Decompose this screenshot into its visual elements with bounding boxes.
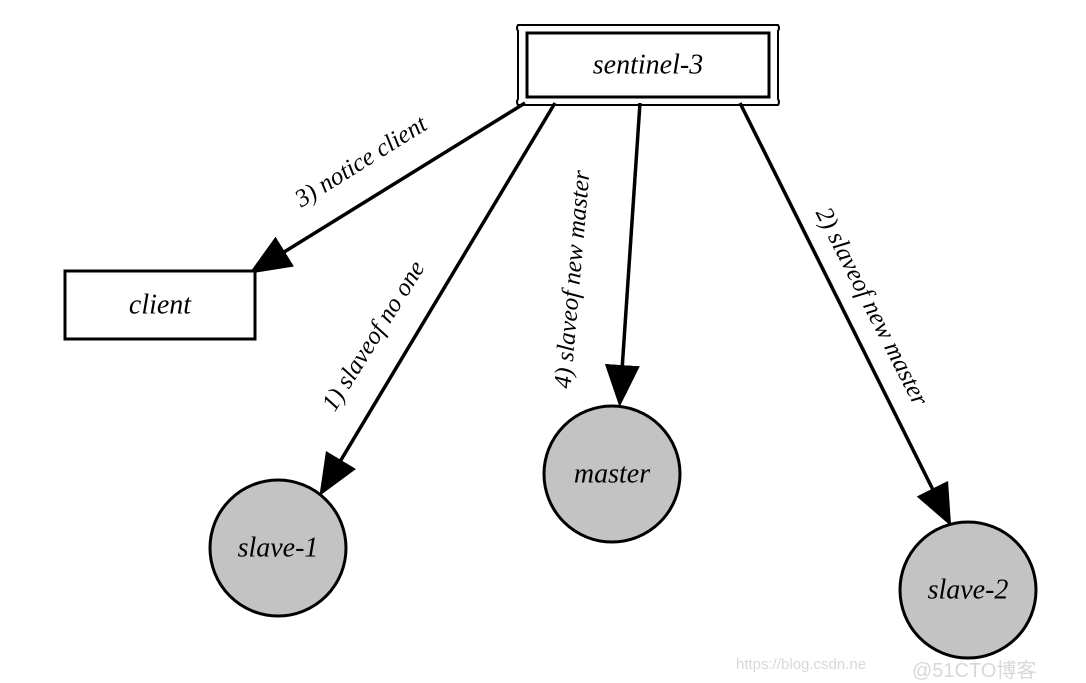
edge-label-slaveof-new-master-master: 4) slaveof new master [550, 169, 596, 390]
node-sentinel: sentinel-3 [517, 25, 779, 105]
edge-label-slaveof-new-master-slave2: 2) slaveof new master [810, 203, 933, 410]
node-master: master [544, 406, 680, 542]
node-label-slave1: slave-1 [238, 533, 319, 564]
node-label-sentinel: sentinel-3 [593, 50, 703, 81]
node-slave2: slave-2 [900, 522, 1036, 658]
failover-diagram: 3) notice client 1) slaveof no one 4) sl… [0, 0, 1086, 682]
node-label-master: master [574, 459, 650, 490]
node-slave1: slave-1 [210, 480, 346, 616]
node-label-slave2: slave-2 [928, 575, 1009, 606]
edge-label-notice-client: 3) notice client [289, 110, 432, 213]
edge-slaveof-new-master-slave2 [740, 103, 948, 520]
node-client: client [65, 271, 255, 339]
node-label-client: client [129, 290, 192, 321]
edge-slaveof-new-master-master [620, 103, 640, 400]
